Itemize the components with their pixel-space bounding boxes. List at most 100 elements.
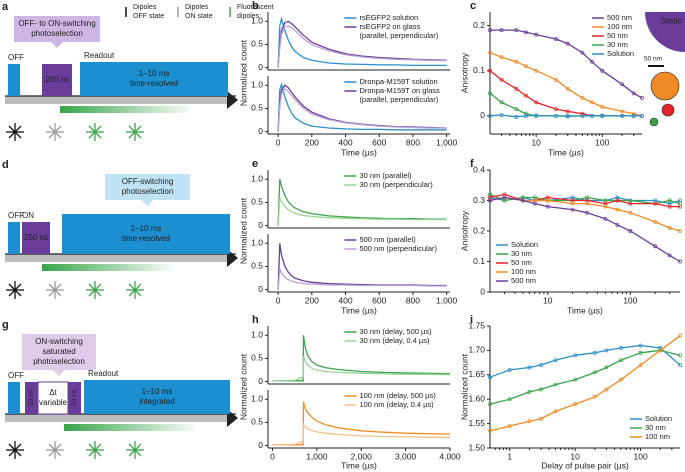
pulse-text: 50 ns (71, 389, 78, 406)
dipole-arrow (14, 283, 22, 291)
legend-label: rsEGFP2 solution (359, 13, 418, 22)
dipole-arrow (128, 131, 136, 139)
y-tick-label: 0.5 (251, 103, 263, 113)
point (618, 358, 623, 363)
point (538, 387, 543, 392)
x-tick-label: 1,000 (306, 451, 328, 461)
point (653, 201, 658, 206)
dipole-arrow (94, 125, 102, 133)
x-tick-label: 1 (507, 451, 512, 461)
y-tick-label: 0 (258, 62, 263, 72)
point (554, 113, 559, 118)
key-label: dipoles (237, 13, 260, 20)
dipole-arrow (8, 443, 16, 451)
point (502, 195, 507, 200)
dipole-arrow (128, 443, 136, 451)
pulse-text: 250 ns (45, 75, 69, 84)
point (573, 377, 578, 382)
key-label: Dipoles (185, 4, 209, 11)
x-tick-label: 400 (338, 295, 352, 305)
series-line (272, 401, 451, 446)
point (620, 113, 625, 118)
point (565, 114, 570, 119)
series-line (489, 344, 681, 378)
dipole-arrow (48, 131, 56, 139)
dipole-arrow (8, 289, 16, 297)
legend-note: (parallel, perpendicular) (359, 95, 438, 104)
x-tick-label: 600 (372, 295, 386, 305)
x-tick-label: 600 (372, 137, 386, 147)
legend-label: rsEGFP2 on glass (359, 22, 420, 31)
point (592, 350, 597, 355)
point (554, 77, 559, 82)
point (667, 253, 672, 258)
point (523, 113, 528, 118)
point (590, 59, 594, 64)
series-line (489, 70, 642, 117)
y-tick-label: 1.0 (251, 394, 263, 404)
dipole-arrow (54, 289, 62, 297)
point (534, 100, 539, 105)
dipole-arrow (14, 443, 22, 451)
pulse (8, 64, 20, 96)
legend-label: 500 nm (perpendicular) (359, 244, 437, 253)
dipole-arrow (94, 131, 102, 139)
legend-note: (parallel, perpendicular) (359, 31, 438, 40)
y-tick-label: 1.0 (251, 16, 263, 26)
point (678, 259, 682, 264)
point (554, 107, 559, 112)
x-tick-label: 0 (276, 295, 281, 305)
legend-label: Dronpa-M159T on glass (359, 86, 440, 95)
x-axis-label: Time (µs) (548, 147, 584, 157)
y-tick-label: 0 (258, 284, 263, 294)
dipole-arrow (8, 125, 16, 133)
series-line (489, 349, 681, 405)
dipole-arrow (88, 131, 96, 139)
dipole-arrow (134, 125, 142, 133)
x-tick-label: 100 (595, 137, 609, 147)
y-tick-label: 1.50 (468, 442, 485, 452)
dipole-arrow (128, 125, 136, 133)
dipole-arrow (88, 449, 96, 457)
legend-label: 100 nm (607, 22, 632, 31)
point (499, 113, 504, 117)
y-tick-label: 1.55 (468, 418, 485, 428)
dipole-arrow (88, 125, 96, 133)
panel-label: g (2, 319, 9, 331)
legend-label: 100 nm (delay, 500 µs) (359, 391, 436, 400)
point (507, 397, 512, 402)
series-line (489, 52, 643, 117)
series-line (277, 25, 447, 68)
point (514, 86, 519, 91)
legend-label: 30 nm (607, 40, 628, 49)
point (600, 104, 605, 109)
point (527, 419, 532, 424)
panel-label: b (252, 0, 259, 12)
point (565, 41, 570, 46)
particle (661, 103, 675, 117)
x-tick-label: 10 (570, 451, 580, 461)
pulse (42, 64, 72, 96)
timeline (5, 96, 227, 104)
dipole-arrow (54, 125, 62, 133)
x-tick-label: 200 (305, 295, 319, 305)
dipole-arrow (88, 443, 96, 451)
point (514, 28, 519, 33)
point (653, 244, 658, 249)
callout (22, 334, 96, 370)
x-tick-label: 100 (623, 295, 637, 305)
point (638, 343, 643, 348)
point (514, 107, 519, 112)
pulse-text: time-resolved (130, 79, 178, 88)
dipole-arrow (8, 131, 16, 139)
y-tick-label: 1.70 (468, 345, 485, 355)
legend-label: Solution (607, 49, 634, 58)
callout-text: OFF- to ON-switching (18, 19, 95, 28)
legend-label: 50 nm (511, 258, 532, 267)
dipole-arrow (14, 449, 22, 457)
y-tick-label: 1.0 (251, 238, 263, 248)
y-tick-label: 1.60 (468, 393, 485, 403)
dipole-arrow (48, 443, 56, 451)
point (640, 95, 644, 100)
